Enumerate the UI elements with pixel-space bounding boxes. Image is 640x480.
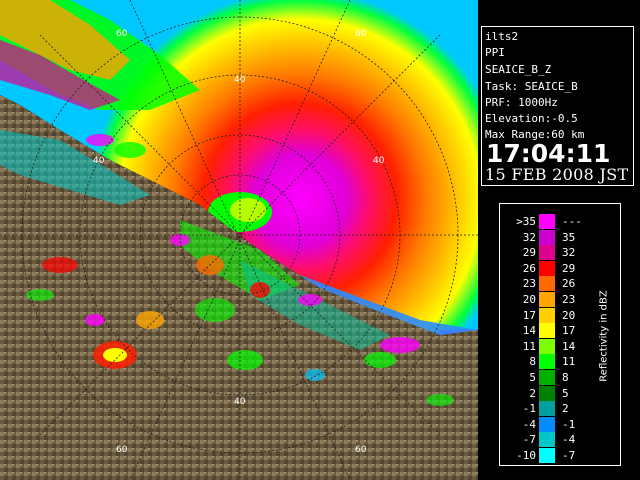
legend-low-value: -7 (522, 433, 536, 447)
scan-type: PPI (485, 46, 505, 59)
legend-row: -10 -7 (500, 448, 620, 464)
range-label-60-br: 60 (355, 445, 367, 455)
legend-color-swatch (539, 214, 555, 229)
info-panel: ilts2 PPI SEAICE_B_Z Task: SEAICE_B PRF:… (481, 26, 634, 186)
legend-high-value: 5 (562, 386, 569, 400)
legend-high-value: 17 (562, 324, 576, 338)
legend-low-value: 5 (529, 371, 536, 384)
legend-high-value: -7 (562, 449, 576, 462)
radar-ppi-display: 40 40 40 40 60 60 60 60 (0, 0, 478, 480)
legend-color-swatch (539, 229, 555, 245)
legend-high-value: --- (562, 215, 582, 228)
legend-low-value: 11 (522, 339, 536, 353)
max-range-value: Max Range:60 km (485, 128, 585, 141)
color-legend: >35 --- 32 35 29 32 26 29 23 26 20 23 17 20 14 17 11 14 8 1… (499, 203, 621, 466)
legend-low-value: -1 (522, 402, 536, 416)
legend-high-value: -1 (562, 417, 576, 431)
task-name: Task: SEAICE_B (485, 80, 578, 93)
legend-low-value: >35 (516, 215, 536, 228)
legend-high-value: 35 (562, 230, 576, 244)
legend-color-swatch (539, 292, 555, 307)
legend-low-value: 23 (522, 277, 536, 291)
legend-low-value: 2 (529, 386, 536, 400)
legend-color-swatch (539, 432, 555, 448)
scan-date: 15 FEB 2008 JST (485, 165, 629, 184)
legend-row: 8 11 (500, 354, 620, 370)
range-label-40-bottom: 40 (234, 397, 246, 407)
product-name: SEAICE_B_Z (485, 63, 552, 76)
legend-row: 14 17 (500, 323, 620, 339)
legend-high-value: 14 (562, 339, 576, 353)
legend-high-value: 8 (562, 371, 569, 384)
legend-row: -7 -4 (500, 432, 620, 448)
elevation-value: Elevation:-0.5 (485, 112, 578, 125)
range-label-40-top: 40 (234, 75, 246, 85)
legend-color-swatch (539, 338, 555, 354)
legend-low-value: 8 (529, 355, 536, 369)
legend-color-swatch (539, 323, 555, 339)
legend-high-value: 32 (562, 246, 576, 260)
legend-color-swatch (539, 385, 555, 401)
range-label-60-tl: 60 (116, 29, 128, 39)
legend-row: 32 35 (500, 229, 620, 246)
legend-color-swatch (539, 448, 555, 463)
legend-high-value: 20 (562, 308, 576, 322)
legend-low-value: 29 (522, 246, 536, 260)
legend-low-value: 26 (522, 261, 536, 275)
scan-time: 17:04:11 (486, 139, 611, 168)
legend-high-value: 29 (562, 261, 576, 275)
legend-high-value: 11 (562, 355, 576, 369)
legend-high-value: 23 (562, 293, 576, 306)
range-labels: 40 40 40 40 60 60 60 60 (93, 29, 385, 455)
legend-color-swatch (539, 416, 555, 432)
legend-row: 29 32 (500, 245, 620, 261)
legend-row: 20 23 (500, 292, 620, 308)
prf-value: PRF: 1000Hz (485, 96, 558, 109)
legend-unit-label: Reflectivity in dBZ (598, 290, 610, 382)
legend-row: >35 --- (500, 214, 620, 230)
legend-low-value: -10 (516, 449, 536, 462)
legend-color-swatch (539, 370, 555, 385)
legend-low-value: 17 (522, 308, 536, 322)
legend-low-value: -4 (522, 417, 536, 431)
legend-row: 11 14 (500, 338, 620, 355)
legend-row: 17 20 (500, 307, 620, 324)
legend-color-swatch (539, 354, 555, 370)
range-label-40-left: 40 (93, 156, 105, 166)
legend-color-swatch (539, 307, 555, 323)
legend-low-value: 20 (522, 293, 536, 306)
legend-low-value: 32 (522, 230, 536, 244)
legend-color-swatch (539, 245, 555, 261)
land-clutter-echoes (0, 130, 454, 406)
legend-low-value: 14 (522, 324, 536, 338)
legend-color-swatch (539, 260, 555, 276)
legend-row: -1 2 (500, 401, 620, 417)
legend-row: -4 -1 (500, 416, 620, 433)
range-label-60-bl: 60 (116, 445, 128, 455)
range-label-40-right: 40 (373, 156, 385, 166)
radar-name: ilts2 (485, 30, 519, 43)
legend-row: 23 26 (500, 276, 620, 292)
legend-color-swatch (539, 276, 555, 292)
legend-high-value: 2 (562, 402, 569, 416)
legend-high-value: -4 (562, 433, 576, 447)
legend-high-value: 26 (562, 277, 576, 291)
range-label-60-tr: 60 (355, 29, 367, 39)
legend-color-swatch (539, 401, 555, 417)
legend-row: 26 29 (500, 260, 620, 277)
range-rings (0, 0, 478, 480)
